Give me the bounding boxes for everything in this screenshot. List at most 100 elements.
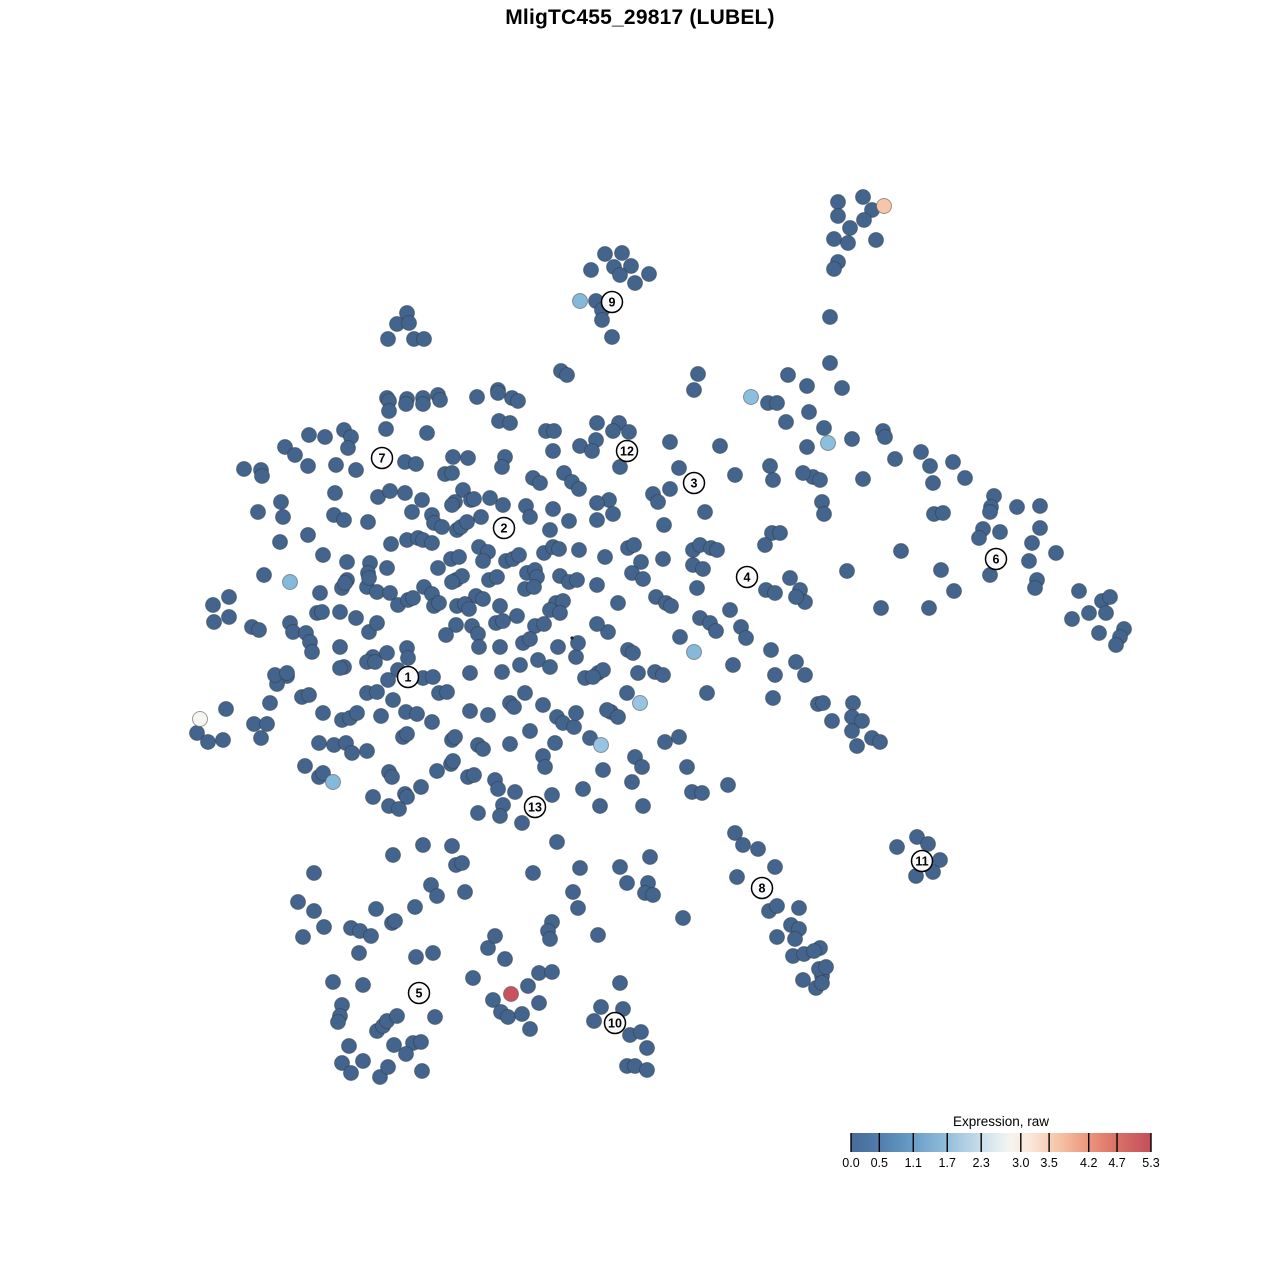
data-point [434, 519, 450, 535]
data-point [429, 763, 445, 779]
colorbar-tick-label: 5.3 [1142, 1156, 1159, 1170]
data-point [466, 767, 482, 783]
data-point [762, 458, 778, 474]
data-point [550, 639, 566, 655]
data-point [542, 522, 558, 538]
data-point [482, 490, 498, 506]
data-point [738, 630, 754, 646]
data-point [589, 495, 605, 511]
data-point [645, 887, 661, 903]
data-point [1032, 520, 1048, 536]
cluster-label-text: 7 [379, 452, 386, 466]
data-point [380, 672, 396, 688]
data-point [565, 884, 581, 900]
data-point [799, 439, 815, 455]
data-point [297, 758, 313, 774]
data-point [815, 695, 831, 711]
data-point [812, 472, 828, 488]
data-point [314, 604, 330, 620]
data-point [432, 392, 448, 408]
data-point [542, 931, 558, 947]
data-point [720, 777, 736, 793]
data-point [641, 266, 657, 282]
data-point [767, 667, 783, 683]
data-point [275, 509, 291, 525]
data-point [735, 837, 751, 853]
data-point [559, 367, 575, 383]
data-point [510, 393, 526, 409]
data-point [444, 838, 460, 854]
data-point [365, 789, 381, 805]
data-point [619, 875, 635, 891]
data-point [332, 604, 348, 620]
cluster-label-circle [603, 1011, 627, 1035]
data-point [254, 468, 270, 484]
data-point [855, 471, 871, 487]
data-point [341, 1038, 357, 1054]
data-point [586, 1013, 602, 1029]
data-point [460, 450, 476, 466]
data-point [589, 415, 605, 431]
data-point [522, 723, 538, 739]
data-point [604, 329, 620, 345]
data-point [415, 837, 431, 853]
data-point [1098, 605, 1114, 621]
data-point [765, 472, 781, 488]
cluster-label-10: 10 [603, 1011, 627, 1035]
data-point [780, 367, 796, 383]
data-point [639, 1062, 655, 1078]
data-point [933, 562, 949, 578]
data-point [957, 470, 973, 486]
data-point [379, 645, 395, 661]
data-point [256, 567, 272, 583]
cluster-label-circle [492, 516, 516, 540]
data-point [671, 460, 687, 476]
data-point [621, 424, 637, 440]
data-point [1048, 545, 1064, 561]
data-point [405, 590, 421, 606]
data-point [566, 719, 582, 735]
cluster-label-text: 2 [501, 522, 508, 536]
data-point [300, 458, 316, 474]
cluster-label-1: 1 [396, 665, 420, 689]
data-point [205, 597, 221, 613]
data-point [487, 928, 503, 944]
data-point [945, 454, 961, 470]
data-point [822, 309, 838, 325]
data-point [1064, 611, 1080, 627]
data-point [671, 729, 687, 745]
cluster-label-8: 8 [750, 876, 774, 900]
cluster-label-circle [615, 439, 639, 463]
data-point [492, 598, 508, 614]
data-point [495, 613, 511, 629]
data-point [339, 554, 355, 570]
colorbar-title: Expression, raw [953, 1114, 1049, 1129]
data-point [369, 615, 385, 631]
data-point [971, 530, 987, 546]
data-point [727, 467, 743, 483]
data-point [514, 815, 530, 831]
data-point [549, 834, 565, 850]
data-point [287, 447, 303, 463]
data-point [767, 859, 783, 875]
data-point [845, 695, 861, 711]
cluster-label-circle [600, 290, 624, 314]
data-point [451, 549, 467, 565]
data-point [544, 787, 560, 803]
data-point [605, 506, 621, 522]
expression-highlight-point [820, 435, 836, 451]
data-point [457, 884, 473, 900]
data-point [489, 569, 505, 585]
data-point [300, 527, 316, 543]
data-point [729, 869, 745, 885]
data-point [444, 574, 460, 590]
data-point [522, 1021, 538, 1037]
data-point [206, 614, 222, 630]
data-point [355, 1053, 371, 1069]
cluster-label-circle [682, 471, 706, 495]
data-point [415, 396, 431, 412]
data-point [439, 684, 455, 700]
data-point [273, 494, 289, 510]
expression-highlight-point [503, 986, 519, 1002]
expression-highlight-point [572, 293, 588, 309]
